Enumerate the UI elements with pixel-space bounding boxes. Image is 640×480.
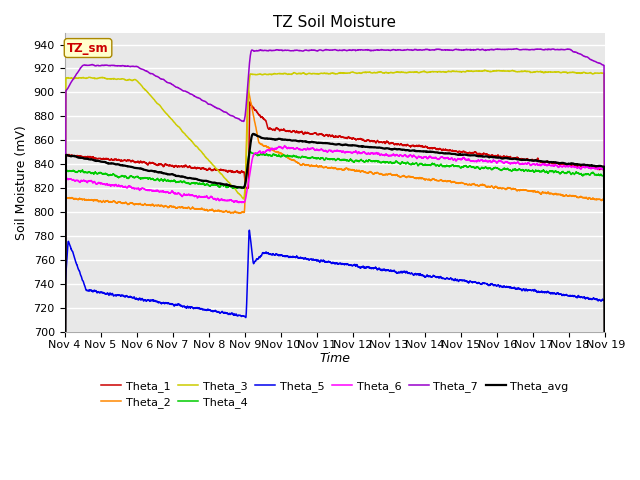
Text: TZ_sm: TZ_sm: [67, 42, 109, 55]
Theta_5: [476, 281, 484, 287]
Theta_1: [460, 149, 468, 155]
Theta_avg: [484, 154, 492, 160]
Theta_6: [281, 143, 289, 148]
Line: Theta_6: Theta_6: [65, 145, 605, 480]
Theta_2: [411, 175, 419, 181]
Theta_1: [246, 99, 253, 105]
Theta_4: [476, 167, 484, 172]
Line: Theta_avg: Theta_avg: [65, 134, 605, 480]
Theta_2: [460, 181, 468, 187]
Theta_3: [410, 69, 418, 75]
Theta_4: [411, 161, 419, 167]
Theta_3: [484, 68, 492, 74]
Theta_4: [154, 176, 161, 181]
Theta_5: [484, 282, 492, 288]
Theta_7: [513, 46, 520, 51]
Theta_7: [460, 47, 468, 53]
Theta_3: [154, 101, 161, 107]
Line: Theta_7: Theta_7: [65, 48, 605, 480]
Theta_5: [411, 272, 419, 277]
Theta_5: [422, 274, 429, 279]
Theta_avg: [422, 149, 429, 155]
Y-axis label: Soil Moisture (mV): Soil Moisture (mV): [15, 125, 28, 240]
Title: TZ Soil Moisture: TZ Soil Moisture: [273, 15, 396, 30]
Theta_6: [422, 154, 429, 160]
Theta_5: [246, 228, 253, 233]
Theta_1: [411, 144, 419, 149]
Theta_6: [154, 187, 161, 193]
Theta_6: [476, 158, 484, 164]
Theta_7: [421, 47, 429, 52]
Theta_avg: [154, 169, 161, 175]
Theta_6: [460, 155, 468, 161]
Theta_avg: [476, 153, 484, 159]
Theta_6: [411, 153, 419, 159]
Theta_7: [154, 74, 161, 80]
Theta_4: [422, 162, 429, 168]
Theta_1: [476, 151, 484, 156]
Theta_2: [154, 203, 161, 208]
Theta_7: [410, 47, 418, 53]
Theta_4: [246, 149, 254, 155]
Legend: Theta_1, Theta_2, Theta_3, Theta_4, Theta_5, Theta_6, Theta_7, Theta_avg: Theta_1, Theta_2, Theta_3, Theta_4, Thet…: [97, 376, 573, 413]
Theta_3: [421, 69, 429, 75]
Theta_avg: [411, 148, 419, 154]
Line: Theta_5: Theta_5: [65, 230, 605, 480]
Theta_3: [482, 67, 490, 73]
Theta_7: [484, 47, 492, 52]
Theta_1: [154, 163, 161, 168]
Theta_4: [484, 166, 492, 171]
Theta_7: [476, 47, 484, 53]
Theta_2: [244, 87, 252, 93]
Theta_2: [484, 184, 492, 190]
Line: Theta_3: Theta_3: [65, 70, 605, 480]
Line: Theta_4: Theta_4: [65, 152, 605, 480]
Line: Theta_2: Theta_2: [65, 90, 605, 480]
Theta_4: [460, 164, 468, 169]
Theta_3: [476, 68, 484, 74]
Line: Theta_1: Theta_1: [65, 102, 605, 480]
X-axis label: Time: Time: [319, 352, 351, 365]
Theta_5: [460, 277, 468, 283]
Theta_5: [154, 299, 161, 304]
Theta_2: [476, 182, 484, 188]
Theta_avg: [460, 152, 468, 157]
Theta_3: [460, 69, 468, 75]
Theta_1: [484, 152, 492, 158]
Theta_avg: [250, 131, 257, 137]
Theta_1: [422, 144, 429, 149]
Theta_2: [422, 177, 429, 183]
Theta_6: [484, 158, 492, 164]
